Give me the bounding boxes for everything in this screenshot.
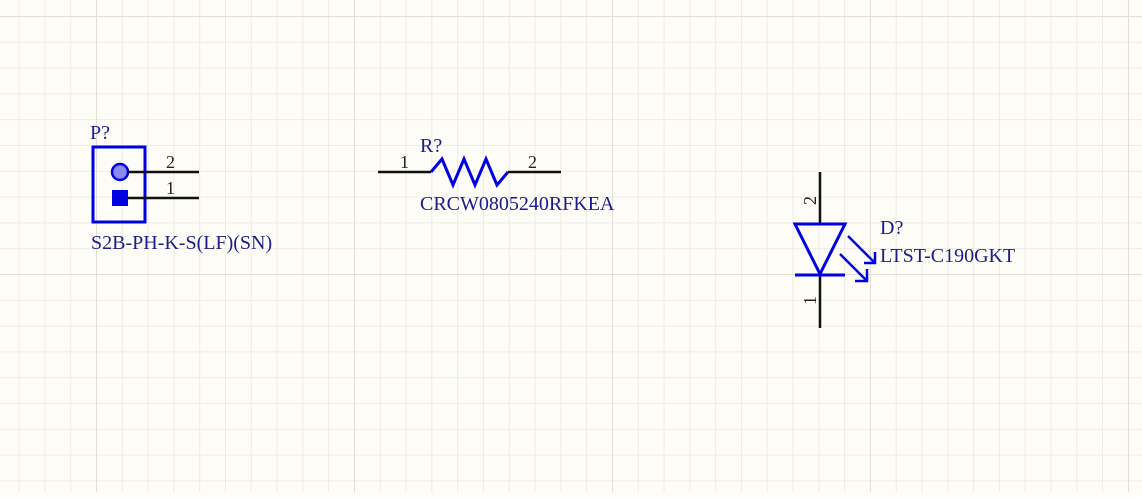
resistor-component[interactable]: R? 1 2 CRCW0805240RFKEA [378,135,615,215]
connector-pin1-pad [112,190,128,206]
connector-pin2-pad [110,162,130,182]
connector-body [91,145,147,224]
led-triangle-body [792,222,848,278]
connector-pin1-number: 1 [166,178,175,198]
led-value: LTST-C190GKT [880,245,1015,267]
resistor-pin1-number: 1 [400,152,409,172]
led-designator: D? [880,217,903,239]
led-pin2-number: 2 [800,196,820,205]
led-component[interactable]: 2 1 D? LTST-C190GKT [792,172,1015,328]
led-pin1-number: 1 [800,296,820,305]
led-emission-arrows [839,235,877,283]
resistor-pin2-number: 2 [528,152,537,172]
resistor-designator: R? [420,135,442,157]
connector-designator: P? [90,122,110,144]
resistor-body [429,155,510,189]
connector-value: S2B-PH-K-S(LF)(SN) [91,232,272,254]
connector-component[interactable]: P? 2 1 S2B-PH-K-S(LF)(SN) [90,122,272,254]
resistor-value: CRCW0805240RFKEA [420,193,615,215]
connector-pin2-number: 2 [166,152,175,172]
